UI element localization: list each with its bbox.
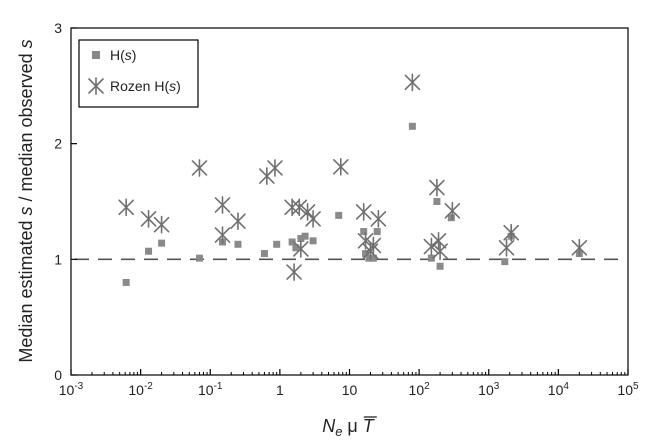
point-rozen [286, 263, 302, 281]
legend-label-rozen: Rozen H(s) [110, 78, 181, 94]
point-rozen [498, 238, 515, 257]
x-tick-label: 102 [409, 381, 431, 398]
y-tick-label: 3 [54, 20, 62, 36]
point-rozen [140, 210, 157, 228]
point-rozen [230, 212, 246, 231]
point-rozen [370, 210, 387, 228]
point-hs [365, 254, 373, 262]
point-rozen [430, 231, 447, 250]
point-rozen [333, 157, 349, 176]
legend-label-hs: H(s) [110, 47, 136, 63]
point-hs [273, 240, 281, 248]
legend-box [78, 39, 199, 108]
point-hs [427, 254, 435, 262]
point-hs [195, 254, 203, 262]
point-rozen [191, 159, 208, 177]
point-rozen [503, 223, 519, 242]
point-rozen [214, 226, 231, 244]
point-rozen [355, 203, 372, 221]
x-tick-label: 10 [342, 382, 358, 398]
point-rozen [444, 201, 461, 220]
point-rozen [291, 198, 308, 217]
point-hs [433, 198, 441, 205]
x-tick-label: 10-2 [128, 381, 153, 398]
y-tick-label: 0 [54, 367, 62, 383]
x-tick-label: 10-3 [59, 381, 84, 398]
point-hs [288, 238, 296, 246]
point-hs [360, 228, 368, 236]
y-axis-label: Median estimated s / median observed s [16, 39, 36, 362]
point-hs [408, 122, 416, 130]
point-hs [447, 214, 455, 222]
x-axis-ticks: 10-3 10-2 10-1 1 10 102 103 104 105 [59, 369, 639, 398]
point-rozen [365, 236, 382, 255]
point-hs [260, 250, 268, 258]
point-rozen [214, 196, 231, 214]
x-tick-label: 1 [276, 382, 284, 398]
point-rozen [432, 242, 448, 261]
point-rozen [299, 203, 316, 221]
point-rozen [423, 237, 440, 256]
point-rozen [305, 210, 321, 228]
point-hs [309, 237, 317, 245]
legend-marker-rozen [88, 77, 104, 95]
point-rozen [571, 238, 588, 257]
x-axis-label: Ne μ T [322, 416, 376, 439]
x-tick-label: 104 [548, 381, 570, 398]
y-tick-label: 1 [54, 251, 62, 267]
point-rozen [293, 240, 309, 258]
x-tick-label: 103 [478, 381, 500, 398]
point-hs [122, 278, 130, 286]
y-axis-ticks: 0 1 2 3 [54, 20, 77, 383]
point-hs [369, 254, 377, 262]
point-rozen [404, 73, 421, 92]
point-hs [501, 258, 509, 266]
x-tick-label: 10-1 [198, 381, 223, 398]
x-tick-label: 105 [617, 381, 639, 398]
point-hs [234, 240, 242, 248]
point-rozen [267, 159, 283, 177]
point-hs [158, 239, 166, 247]
point-hs [373, 228, 381, 236]
legend-marker-hs [92, 51, 100, 59]
point-hs [301, 232, 309, 240]
point-rozen [153, 215, 170, 234]
point-hs [292, 244, 300, 252]
point-rozen [429, 178, 445, 197]
point-hs [297, 235, 305, 243]
point-hs [436, 262, 444, 270]
point-hs [335, 211, 343, 219]
point-hs [362, 250, 370, 258]
legend: H(s) Rozen H(s) [78, 39, 199, 108]
legend-asterisk-shape [88, 77, 104, 95]
point-rozen [118, 198, 134, 217]
point-rozen [284, 198, 300, 217]
point-hs [145, 247, 153, 255]
y-tick-label: 2 [54, 136, 62, 152]
data-points [118, 73, 588, 286]
